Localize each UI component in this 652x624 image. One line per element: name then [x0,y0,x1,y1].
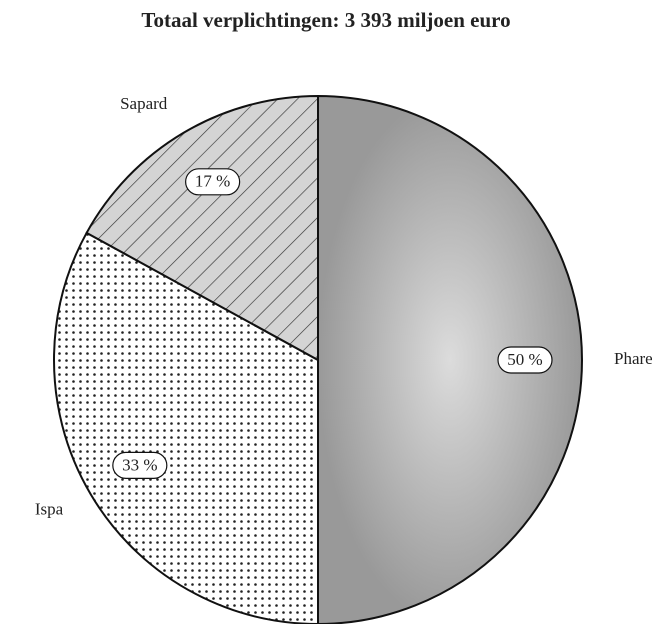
value-label-box [497,346,553,374]
slice-pattern [53,231,319,624]
slice-pattern [85,94,319,362]
category-label: Phare [614,349,652,368]
value-label-box [112,451,168,479]
value-label: 33 % [122,455,157,474]
value-label: 50 % [507,350,542,369]
value-label: 17 % [195,172,230,191]
slice-pattern [317,94,583,624]
category-label: Sapard [120,94,168,113]
category-label: Ispa [35,500,64,519]
pie [53,94,583,624]
value-label-box [185,168,241,196]
chart-title: Totaal verplichtingen: 3 393 miljoen eur… [141,8,510,32]
